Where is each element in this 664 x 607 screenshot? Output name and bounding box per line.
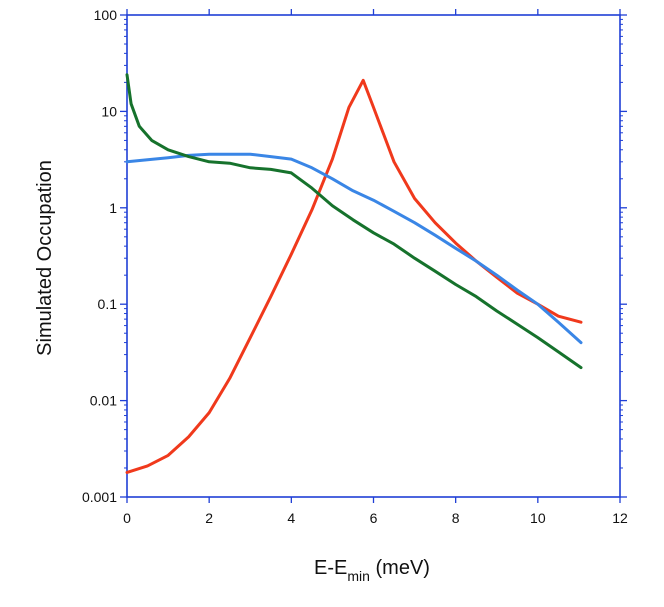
x-tick-label: 4 <box>287 510 295 526</box>
x-tick-label: 10 <box>530 510 546 526</box>
y-tick-label: 0.001 <box>82 489 117 505</box>
x-tick-label: 0 <box>123 510 131 526</box>
y-tick-label: 10 <box>101 103 117 119</box>
x-tick-label: 12 <box>612 510 628 526</box>
y-tick-label: 100 <box>94 7 118 23</box>
x-tick-label: 8 <box>452 510 460 526</box>
y-axis-title: Simulated Occupation <box>34 160 56 356</box>
x-axis-title: E-Emin (meV) <box>314 557 430 584</box>
x-axis-title-subscript: min <box>347 568 370 584</box>
y-tick-label: 1 <box>109 200 117 216</box>
y-tick-label: 0.1 <box>98 296 118 312</box>
tick-labels: 0 2 4 6 8 10 12 0.001 0.01 0.1 1 10 100 <box>82 7 628 526</box>
x-tick-label: 2 <box>205 510 213 526</box>
x-axis-title-main: E-E <box>314 557 347 579</box>
y-tick-label: 0.01 <box>90 393 117 409</box>
plot-frame <box>126 14 621 498</box>
series-line-red <box>125 78 583 474</box>
series-line-green <box>125 73 583 370</box>
series-line-blue <box>125 152 583 345</box>
tick-marks <box>120 9 627 503</box>
series-lines <box>125 73 583 474</box>
x-tick-label: 6 <box>370 510 378 526</box>
x-axis-title-unit: (meV) <box>370 557 430 579</box>
